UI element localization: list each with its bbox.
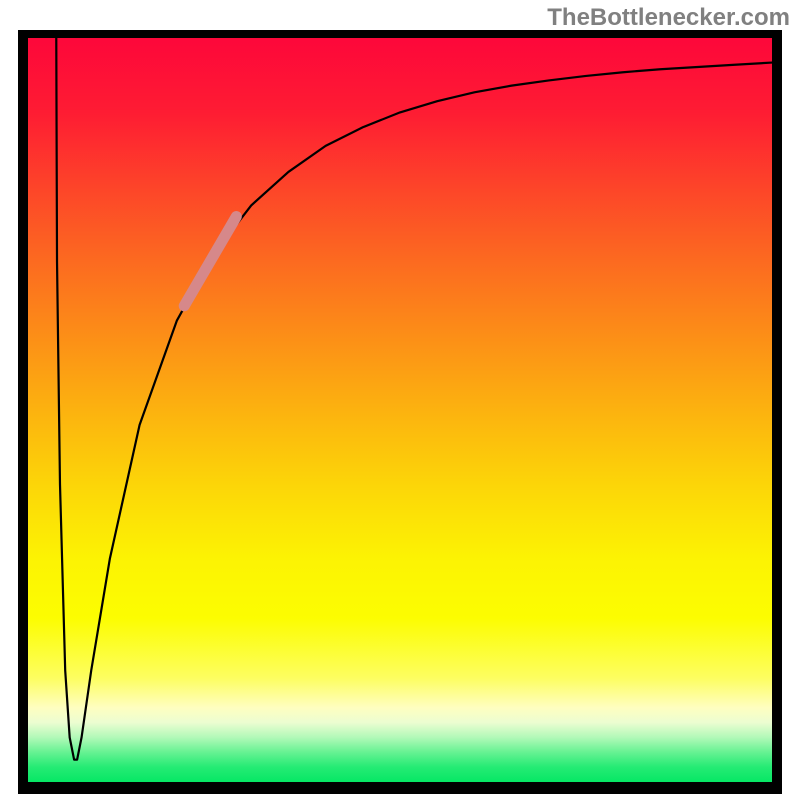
plot-frame xyxy=(18,30,782,794)
gradient-background xyxy=(28,38,772,782)
plot-area xyxy=(28,38,772,782)
image-container: TheBottlenecker.com xyxy=(0,0,800,800)
bottleneck-curve-chart xyxy=(28,38,772,782)
attribution-text: TheBottlenecker.com xyxy=(547,4,790,32)
